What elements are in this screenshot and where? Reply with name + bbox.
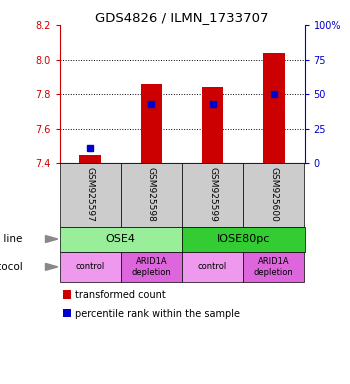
Polygon shape (46, 236, 58, 243)
Bar (79, 155, 101, 163)
Bar (263, 53, 285, 163)
Polygon shape (46, 263, 58, 270)
Text: GSM925598: GSM925598 (147, 167, 156, 222)
Text: GSM925597: GSM925597 (86, 167, 94, 222)
Bar (202, 87, 223, 163)
Text: transformed count: transformed count (75, 290, 166, 300)
Text: protocol: protocol (0, 262, 23, 272)
Text: GSM925600: GSM925600 (270, 167, 278, 222)
Text: OSE4: OSE4 (106, 234, 136, 244)
Text: IOSE80pc: IOSE80pc (217, 234, 270, 244)
Text: percentile rank within the sample: percentile rank within the sample (75, 309, 240, 319)
Bar (141, 84, 162, 163)
Title: GDS4826 / ILMN_1733707: GDS4826 / ILMN_1733707 (95, 11, 269, 24)
Text: control: control (76, 262, 105, 271)
Text: GSM925599: GSM925599 (208, 167, 217, 222)
Text: cell line: cell line (0, 234, 23, 244)
Text: control: control (198, 262, 227, 271)
Text: ARID1A
depletion: ARID1A depletion (132, 257, 171, 276)
Text: ARID1A
depletion: ARID1A depletion (254, 257, 294, 276)
